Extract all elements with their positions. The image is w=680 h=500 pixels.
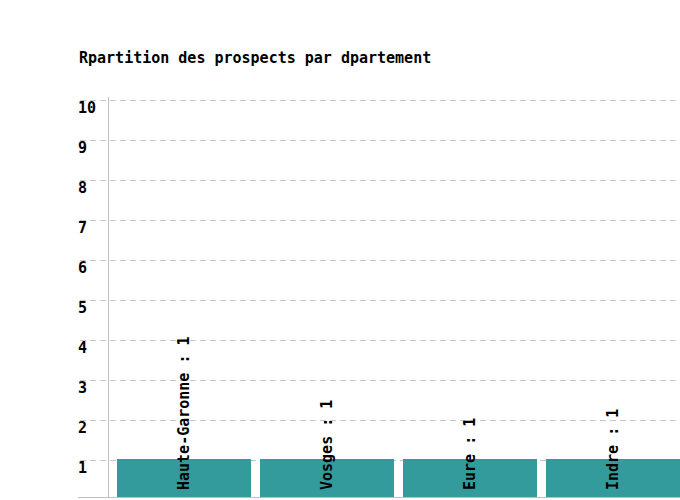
y-axis-tick-label: 10	[78, 101, 96, 116]
gridline	[80, 300, 680, 301]
bar-value-label: Eure : 1	[461, 418, 479, 490]
y-axis-tick-label: 2	[78, 421, 87, 436]
gridline	[80, 220, 680, 221]
y-axis-tick-label: 1	[78, 461, 87, 476]
x-axis-line	[78, 497, 680, 498]
gridline	[80, 260, 680, 261]
gridline	[80, 340, 680, 341]
gridline	[80, 380, 680, 381]
y-axis-tick-label: 7	[78, 221, 87, 236]
bar-value-label: Haute-Garonne : 1	[175, 336, 193, 490]
chart-title: Rpartition des prospects par dpartement	[79, 50, 431, 66]
y-axis-tick-label: 5	[78, 301, 87, 316]
y-axis-tick-label: 4	[78, 341, 87, 356]
y-axis-tick-label: 6	[78, 261, 87, 276]
gridline	[80, 100, 680, 101]
bar-value-label: Vosges : 1	[318, 400, 336, 490]
gridline	[80, 140, 680, 141]
bar-value-label: Indre : 1	[604, 409, 622, 490]
y-axis-tick-label: 9	[78, 141, 87, 156]
gridline	[80, 180, 680, 181]
gridline	[80, 420, 680, 421]
y-axis-tick-label: 8	[78, 181, 87, 196]
y-axis-line	[108, 97, 109, 497]
y-axis-tick-label: 3	[78, 381, 87, 396]
bar-chart: Rpartition des prospects par dpartement …	[0, 0, 680, 500]
